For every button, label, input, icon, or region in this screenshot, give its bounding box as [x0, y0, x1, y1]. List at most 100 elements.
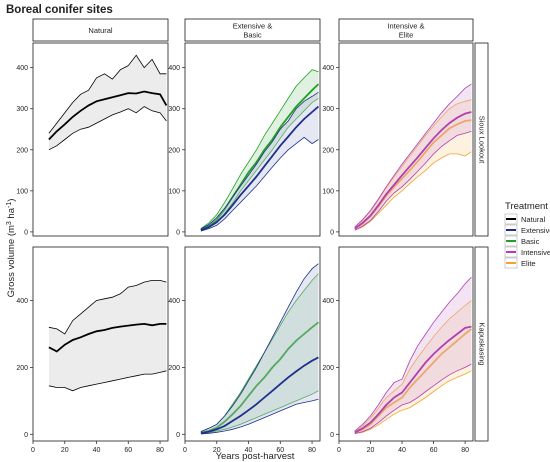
x-tick-label: 0 — [183, 447, 187, 454]
x-axis-label: Years post-harvest — [216, 451, 295, 462]
x-tick-label: 60 — [124, 447, 132, 454]
panel-0-2: 0 100 200 300 400 — [322, 42, 474, 237]
y-axis-label-sup2: -1 — [6, 202, 13, 208]
y-tick-label: 100 — [322, 188, 334, 195]
y-tick-label: 300 — [168, 106, 180, 113]
y-tick-label: 400 — [16, 298, 28, 305]
mean-line-extensive — [200, 356, 319, 435]
y-tick-label: 300 — [16, 106, 28, 113]
upper-line-intensive — [354, 83, 472, 228]
legend-label-elite: Elite — [521, 259, 536, 268]
x-tick-label: 80 — [461, 447, 469, 454]
x-tick-label: 60 — [276, 447, 284, 454]
chart-title: Boreal conifer sites — [6, 4, 113, 16]
x-tick-label: 0 — [337, 447, 341, 454]
y-tick-label: 400 — [168, 65, 180, 72]
y-axis-label-sup1: 3 — [6, 221, 13, 225]
row-strip-box — [474, 246, 489, 442]
panel-frame — [184, 246, 321, 442]
y-tick-label: 400 — [168, 298, 180, 305]
band-natural — [48, 55, 167, 150]
panel-frame — [184, 42, 321, 237]
y-tick-label: 400 — [16, 65, 28, 72]
lower-line-elite — [354, 370, 472, 434]
band-basic — [200, 273, 319, 434]
column-strip-label: Extensive & Basic — [233, 22, 273, 40]
lower-line-elite — [354, 151, 472, 231]
upper-line-elite — [354, 99, 472, 228]
y-tick-label: 200 — [168, 147, 180, 154]
band-basic — [200, 69, 319, 231]
column-strip-label: Intensive & Elite — [387, 22, 424, 40]
column-strip-box — [338, 18, 474, 42]
y-tick-label: 200 — [16, 147, 28, 154]
y-tick-label: 0 — [176, 432, 180, 439]
x-tick-label: 20 — [61, 447, 69, 454]
x-tick-label: 60 — [430, 447, 438, 454]
column-strip-box — [32, 18, 169, 42]
row-strip-label: Kapuskasing — [478, 323, 487, 366]
x-tick-label: 40 — [93, 447, 101, 454]
lower-line-extensive — [200, 398, 319, 435]
legend-label-intensive: Intensive — [521, 248, 550, 257]
plot-panels: 0100200300400010020030040001002003004000… — [16, 42, 474, 454]
row-strips: Sioux Lookout Kapuskasing — [474, 42, 489, 442]
upper-line-elite — [354, 300, 472, 432]
mean-line-natural — [48, 90, 168, 141]
upper-line-intensive — [354, 276, 472, 432]
upper-line-natural — [48, 280, 167, 335]
y-tick-label: 400 — [322, 298, 334, 305]
x-tick-label: 80 — [308, 447, 316, 454]
y-tick-label: 0 — [330, 229, 334, 236]
x-tick-label: 20 — [213, 447, 221, 454]
y-tick-label: 200 — [322, 365, 334, 372]
row-strip-box — [474, 42, 489, 237]
y-tick-label: 300 — [322, 106, 334, 113]
x-tick-label: 20 — [367, 447, 375, 454]
legend-label-basic: Basic — [521, 237, 540, 246]
lower-line-natural — [48, 370, 167, 392]
lower-line-intensive — [354, 363, 472, 434]
panel-1-1: 0 200 400 0 20 40 60 80 — [168, 246, 321, 454]
row-strip-label: Sioux Lookout — [478, 116, 487, 164]
lower-line-extensive — [200, 136, 319, 232]
lower-line-intensive — [354, 130, 472, 231]
band-intensive — [354, 84, 472, 231]
lower-line-natural — [48, 106, 167, 151]
x-tick-label: 0 — [31, 447, 35, 454]
y-tick-label: 200 — [322, 147, 334, 154]
upper-line-extensive — [200, 91, 319, 230]
y-tick-label: 100 — [16, 188, 28, 195]
mean-line-intensive — [354, 111, 472, 230]
y-axis-label-end: ) — [6, 199, 17, 202]
mean-line-basic — [200, 321, 319, 434]
y-tick-label: 0 — [176, 229, 180, 236]
x-tick-label: 80 — [156, 447, 164, 454]
band-elite — [354, 300, 472, 434]
column-strip-label: Natural — [88, 26, 113, 35]
column-strips: Natural Extensive & Basic Intensive & Elite — [32, 18, 474, 42]
mean-line-extensive — [200, 105, 319, 232]
y-tick-label: 0 — [24, 432, 28, 439]
y-axis-label-mid: ha — [6, 207, 17, 221]
legend-label-extensive: Extensive — [521, 226, 550, 235]
panel-1-0: 0 200 400 0 20 40 60 80 — [16, 246, 169, 454]
upper-line-extensive — [200, 263, 319, 432]
legend-title: Treatment — [505, 201, 548, 212]
y-tick-label: 100 — [168, 188, 180, 195]
panel-1-2: 0 200 400 0 20 40 60 80 — [322, 246, 474, 454]
y-axis-label: Gross volume (m3 ha-1) — [6, 199, 17, 298]
y-tick-label: 200 — [168, 365, 180, 372]
mean-line-basic — [200, 83, 320, 231]
x-tick-label: 40 — [398, 447, 406, 454]
x-tick-label: 40 — [245, 447, 253, 454]
upper-line-natural — [48, 54, 167, 134]
legend: Treatment Natural Extensive Basic Intensive… — [504, 201, 550, 269]
band-extensive — [200, 92, 319, 232]
panel-0-1: 0 100 200 300 400 — [168, 42, 321, 237]
y-axis-label-main: Gross volume (m — [6, 225, 17, 297]
panel-0-0: 0 100 200 300 400 — [16, 42, 169, 237]
y-tick-label: 0 — [330, 432, 334, 439]
mean-line-intensive — [354, 325, 472, 434]
mean-line-elite — [354, 328, 472, 434]
